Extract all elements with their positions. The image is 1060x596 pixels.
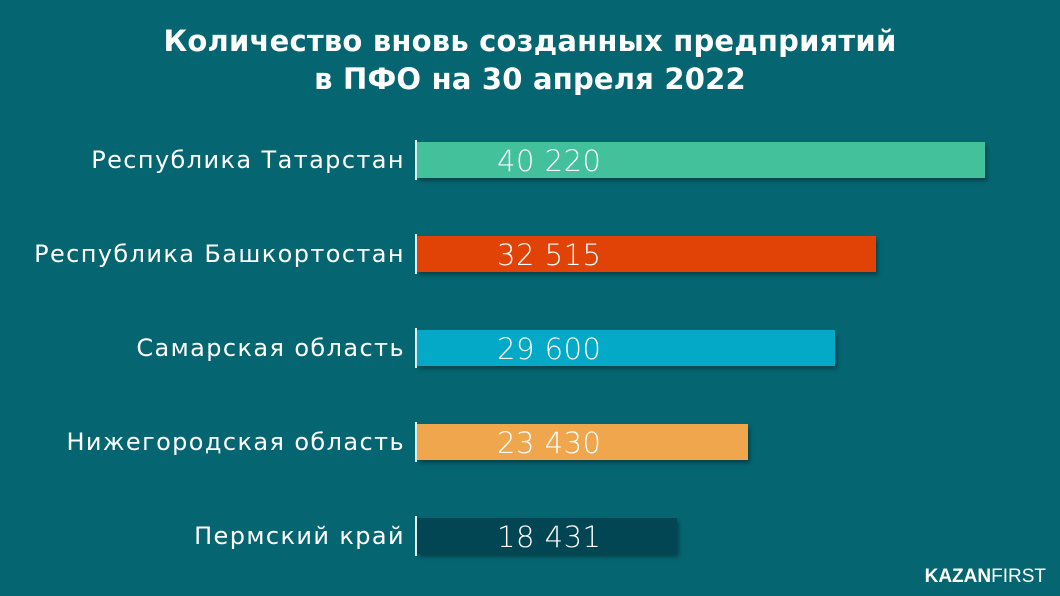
- bar-row: Самарская область 29 600: [0, 328, 1060, 368]
- axis-tick: [415, 328, 417, 368]
- axis-tick: [415, 234, 417, 274]
- category-label: Республика Башкортостан: [34, 240, 405, 268]
- axis-tick: [415, 422, 417, 462]
- logo-light: FIRST: [991, 566, 1046, 587]
- title-line-1: Количество вновь созданных предприятий: [163, 24, 897, 58]
- bar-row: Республика Татарстан 40 220: [0, 140, 1060, 180]
- bar: 23 430: [417, 424, 748, 460]
- brand-logo: KAZANFIRST: [925, 566, 1046, 588]
- axis-tick: [415, 140, 417, 180]
- category-label: Пермский край: [194, 522, 405, 550]
- category-label: Самарская область: [136, 334, 405, 362]
- axis-tick: [415, 516, 417, 556]
- logo-bold: KAZAN: [924, 566, 992, 587]
- chart-title: Количество вновь созданных предприятий в…: [0, 22, 1060, 98]
- bar: 32 515: [417, 236, 876, 272]
- bar-row: Нижегородская область 23 430: [0, 422, 1060, 462]
- category-label: Республика Татарстан: [91, 146, 405, 174]
- value-label: 32 515: [497, 238, 602, 272]
- title-line-2: в ПФО на 30 апреля 2022: [314, 62, 746, 96]
- bar: 29 600: [417, 330, 835, 366]
- bar: 40 220: [417, 142, 985, 178]
- value-label: 40 220: [497, 144, 602, 178]
- bar-row: Пермский край 18 431: [0, 516, 1060, 556]
- category-label: Нижегородская область: [66, 428, 405, 456]
- value-label: 23 430: [497, 426, 602, 460]
- bar-row: Республика Башкортостан 32 515: [0, 234, 1060, 274]
- value-label: 18 431: [497, 520, 602, 554]
- bar: 18 431: [417, 518, 677, 554]
- value-label: 29 600: [497, 332, 602, 366]
